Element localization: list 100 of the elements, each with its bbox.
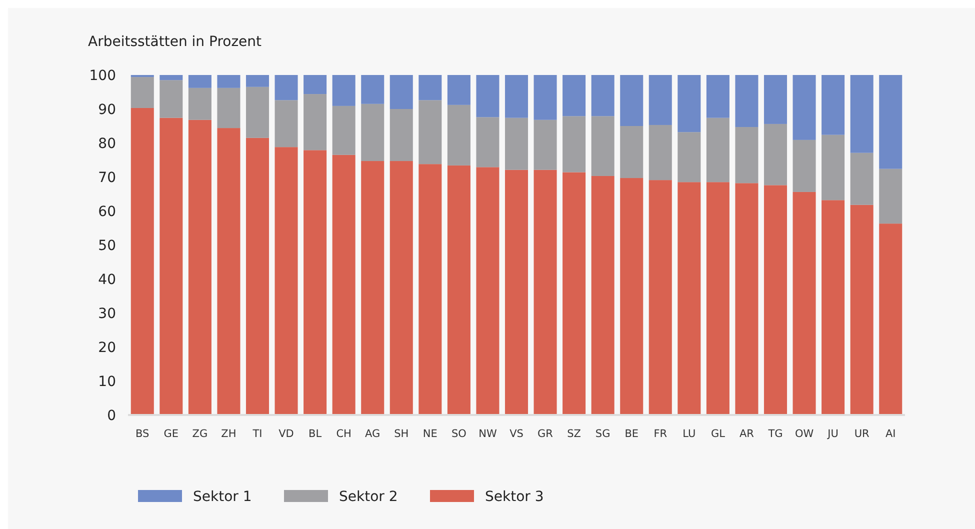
bar <box>130 77 154 108</box>
x-tick-label: AR <box>739 428 754 440</box>
bar <box>850 75 874 153</box>
bar <box>361 161 384 415</box>
bar <box>504 170 528 415</box>
bar <box>332 75 356 106</box>
bar <box>879 75 902 169</box>
x-tick-label: NE <box>422 428 438 440</box>
bar <box>822 200 845 415</box>
x-tick-label: BE <box>624 428 639 440</box>
bar <box>447 75 470 105</box>
x-tick-label: CH <box>336 428 352 440</box>
bar <box>130 108 154 415</box>
bar <box>792 140 816 192</box>
bar <box>764 75 788 124</box>
y-tick-label: 90 <box>98 102 116 118</box>
bar <box>304 75 327 94</box>
y-tick-label: 10 <box>98 374 116 390</box>
bar <box>274 75 298 100</box>
bar <box>534 120 557 170</box>
x-tick-label: GL <box>710 428 726 440</box>
bar <box>648 75 672 125</box>
x-tick-label: VS <box>510 428 524 440</box>
bar <box>706 75 730 118</box>
bar <box>476 167 500 415</box>
bar <box>620 75 644 126</box>
bar <box>850 152 874 205</box>
y-tick-label: 20 <box>98 340 116 356</box>
x-tick-label: TG <box>767 428 783 440</box>
x-tick-label: SH <box>394 428 409 440</box>
bar <box>418 75 442 100</box>
x-tick-label: AI <box>885 428 896 440</box>
bar <box>476 117 500 168</box>
bar <box>620 126 644 178</box>
y-tick-label: 40 <box>98 272 116 288</box>
x-tick-label: TI <box>252 428 262 440</box>
bar <box>562 116 586 172</box>
bar <box>504 75 528 118</box>
bar <box>678 75 701 132</box>
bar <box>447 165 470 415</box>
bar <box>822 134 845 200</box>
bar <box>735 183 758 415</box>
bar <box>361 75 384 104</box>
bar <box>447 104 470 166</box>
bar <box>476 75 500 118</box>
y-tick-label: 70 <box>98 170 116 186</box>
bar <box>246 86 270 138</box>
x-tick-label: SG <box>595 428 610 440</box>
bar <box>591 75 614 116</box>
x-tick-label: GR <box>538 428 553 440</box>
bar <box>792 192 816 415</box>
bar <box>792 75 816 140</box>
x-tick-label: VD <box>278 428 294 440</box>
x-tick-label: UR <box>854 428 870 440</box>
bar <box>160 80 183 118</box>
bar <box>764 185 788 415</box>
bar <box>706 182 730 415</box>
x-tick-label: BS <box>136 428 150 440</box>
bar <box>160 75 183 80</box>
bar <box>562 172 586 415</box>
bar <box>648 180 672 415</box>
y-tick-label: 50 <box>98 238 116 254</box>
bar <box>390 109 413 162</box>
x-tick-label: NW <box>478 428 498 440</box>
x-tick-label: ZG <box>192 428 208 440</box>
legend-label: Sektor 2 <box>339 488 398 505</box>
x-tick-label: SO <box>451 428 466 440</box>
bar <box>534 170 557 415</box>
bar <box>332 154 356 415</box>
bar <box>274 147 298 415</box>
bar <box>648 124 672 180</box>
y-tick-label: 0 <box>107 408 116 424</box>
legend-label: Sektor 1 <box>193 488 252 505</box>
bar <box>160 118 183 415</box>
bar <box>304 150 327 415</box>
bar <box>217 75 240 88</box>
bar <box>188 120 212 415</box>
bar <box>332 106 356 155</box>
bar <box>591 116 614 176</box>
bar <box>418 100 442 164</box>
x-tick-label: BL <box>308 428 322 440</box>
bar <box>361 104 384 162</box>
y-tick-label: 80 <box>98 136 116 152</box>
x-tick-label: FR <box>654 428 668 440</box>
legend-label: Sektor 3 <box>485 488 544 505</box>
bar <box>620 178 644 415</box>
bar <box>418 164 442 415</box>
bar <box>678 132 701 182</box>
bar <box>822 75 845 135</box>
bar <box>390 75 413 109</box>
bar <box>246 75 270 87</box>
bar <box>246 138 270 415</box>
bar <box>764 124 788 186</box>
bar <box>562 75 586 116</box>
bar <box>188 88 212 120</box>
x-tick-label: GE <box>164 428 179 440</box>
x-tick-label: SZ <box>567 428 581 440</box>
bar <box>879 224 902 415</box>
bar <box>304 94 327 150</box>
y-tick-label: 30 <box>98 306 116 322</box>
